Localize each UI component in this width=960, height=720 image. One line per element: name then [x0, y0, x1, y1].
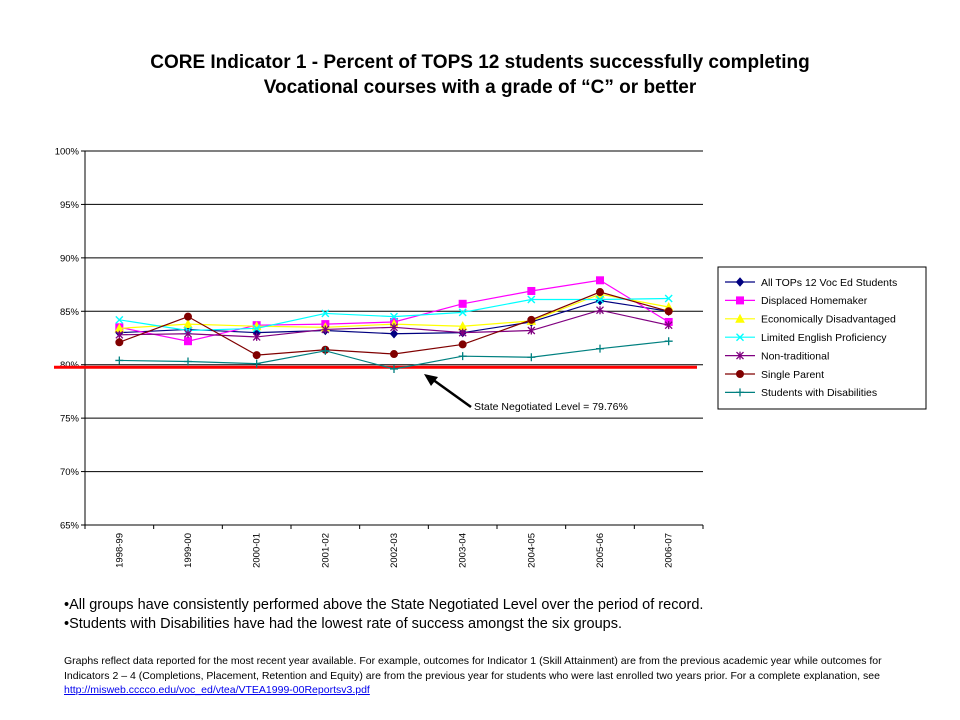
legend-label: Economically Disadvantaged	[761, 314, 896, 326]
data-point-economically-disadvantaged	[183, 319, 193, 329]
data-point-non-traditional	[321, 325, 330, 334]
y-tick-label: 75%	[60, 414, 80, 425]
data-point-non-traditional	[115, 330, 124, 339]
legend-label: All TOPs 12 Voc Ed Students	[761, 277, 897, 289]
y-tick-label: 85%	[60, 307, 80, 318]
x-tick-label: 2002-03	[389, 533, 400, 568]
x-tick-label: 2003-04	[458, 533, 469, 568]
data-point-single-parent	[252, 351, 261, 360]
legend-label: Displaced Homemaker	[761, 295, 868, 307]
line-chart: 65% 70% 75% 80% 85% 90% 95% 100% 1998-99 1999-00 2…	[54, 147, 927, 568]
data-point-single-parent	[184, 312, 192, 321]
data-point-non-traditional	[664, 321, 673, 330]
legend-marker	[736, 296, 744, 305]
data-point-displaced-homemaker	[458, 299, 467, 308]
footnote: Graphs reflect data reported for the mos…	[64, 654, 924, 698]
data-point-displaced-homemaker	[527, 286, 536, 295]
data-point-displaced-homemaker	[596, 276, 604, 285]
data-point-single-parent	[527, 315, 536, 324]
data-point-non-traditional	[458, 328, 467, 337]
annotation-arrow-head	[424, 374, 438, 386]
chart-title: CORE Indicator 1 - Percent of TOPS 12 st…	[60, 50, 900, 100]
footnote-text: Graphs reflect data reported for the mos…	[64, 655, 882, 682]
data-point-single-parent	[390, 350, 398, 359]
data-point-single-parent	[115, 338, 124, 347]
bullet-list: •All groups have consistently performed …	[64, 596, 924, 634]
y-tick-label: 90%	[60, 253, 80, 264]
x-tick-label: 2006-07	[664, 533, 675, 568]
data-point-students-with-disabilities	[115, 356, 124, 365]
data-point-students-with-disabilities	[252, 359, 261, 368]
annotation-arrow-shaft	[431, 377, 472, 409]
data-point-limited-english-proficiency	[596, 295, 604, 304]
state-level-annotation: State Negotiated Level = 79.76%	[474, 401, 628, 413]
legend-marker	[736, 370, 744, 378]
x-tick-label: 2001-02	[320, 533, 331, 568]
data-point-limited-english-proficiency	[252, 324, 261, 333]
legend-label: Non-traditional	[761, 350, 829, 362]
y-tick-label: 95%	[60, 200, 80, 211]
y-tick-label: 65%	[60, 521, 80, 532]
data-point-limited-english-proficiency	[321, 309, 330, 318]
legend-marker	[736, 388, 744, 397]
legend-marker	[736, 333, 744, 342]
data-point-single-parent	[664, 307, 673, 316]
data-point-limited-english-proficiency	[664, 294, 673, 303]
data-point-single-parent	[458, 340, 467, 349]
data-point-students-with-disabilities	[596, 344, 604, 353]
legend-box	[717, 266, 927, 410]
legend-marker	[735, 277, 745, 287]
legend-label: Single Parent	[761, 369, 824, 381]
y-tick-label: 100%	[55, 147, 80, 158]
x-tick-label: 2005-06	[595, 533, 606, 568]
data-point-limited-english-proficiency	[115, 315, 124, 324]
chart-title-line-2: Vocational courses with a grade of “C” o…	[263, 77, 697, 98]
data-point-all-tops-12-voc-ed-students	[389, 328, 399, 339]
legend-marker	[735, 313, 745, 323]
bullet-item: •Students with Disabilities have had the…	[64, 616, 622, 632]
data-point-students-with-disabilities	[527, 353, 536, 362]
report-link[interactable]: http://misweb.cccco.edu/voc_ed/vtea/VTEA…	[64, 684, 370, 696]
data-point-limited-english-proficiency	[390, 312, 398, 321]
legend-label: Students with Disabilities	[761, 387, 877, 399]
legend-label: Limited English Proficiency	[761, 332, 887, 344]
chart-title-line-1: CORE Indicator 1 - Percent of TOPS 12 st…	[150, 52, 810, 73]
x-tick-label: 2000-01	[252, 533, 263, 568]
data-point-limited-english-proficiency	[458, 308, 467, 317]
data-point-non-traditional	[596, 306, 604, 315]
y-tick-label: 80%	[60, 360, 80, 371]
x-tick-label: 1999-00	[183, 533, 194, 568]
data-point-non-traditional	[527, 326, 536, 335]
y-tick-label: 70%	[60, 467, 80, 478]
data-point-single-parent	[596, 288, 604, 297]
data-point-students-with-disabilities	[390, 364, 398, 373]
data-point-non-traditional	[184, 329, 192, 338]
data-point-students-with-disabilities	[321, 346, 330, 355]
data-point-non-traditional	[390, 323, 398, 332]
data-point-limited-english-proficiency	[527, 295, 536, 304]
data-point-students-with-disabilities	[664, 337, 673, 346]
data-point-non-traditional	[252, 332, 261, 341]
data-point-students-with-disabilities	[458, 352, 467, 361]
data-point-displaced-homemaker	[184, 337, 192, 346]
x-tick-label: 1998-99	[114, 533, 125, 568]
data-point-students-with-disabilities	[184, 357, 192, 366]
x-tick-label: 2004-05	[526, 533, 537, 568]
bullet-item: •All groups have consistently performed …	[64, 597, 704, 613]
legend-marker	[736, 351, 744, 360]
